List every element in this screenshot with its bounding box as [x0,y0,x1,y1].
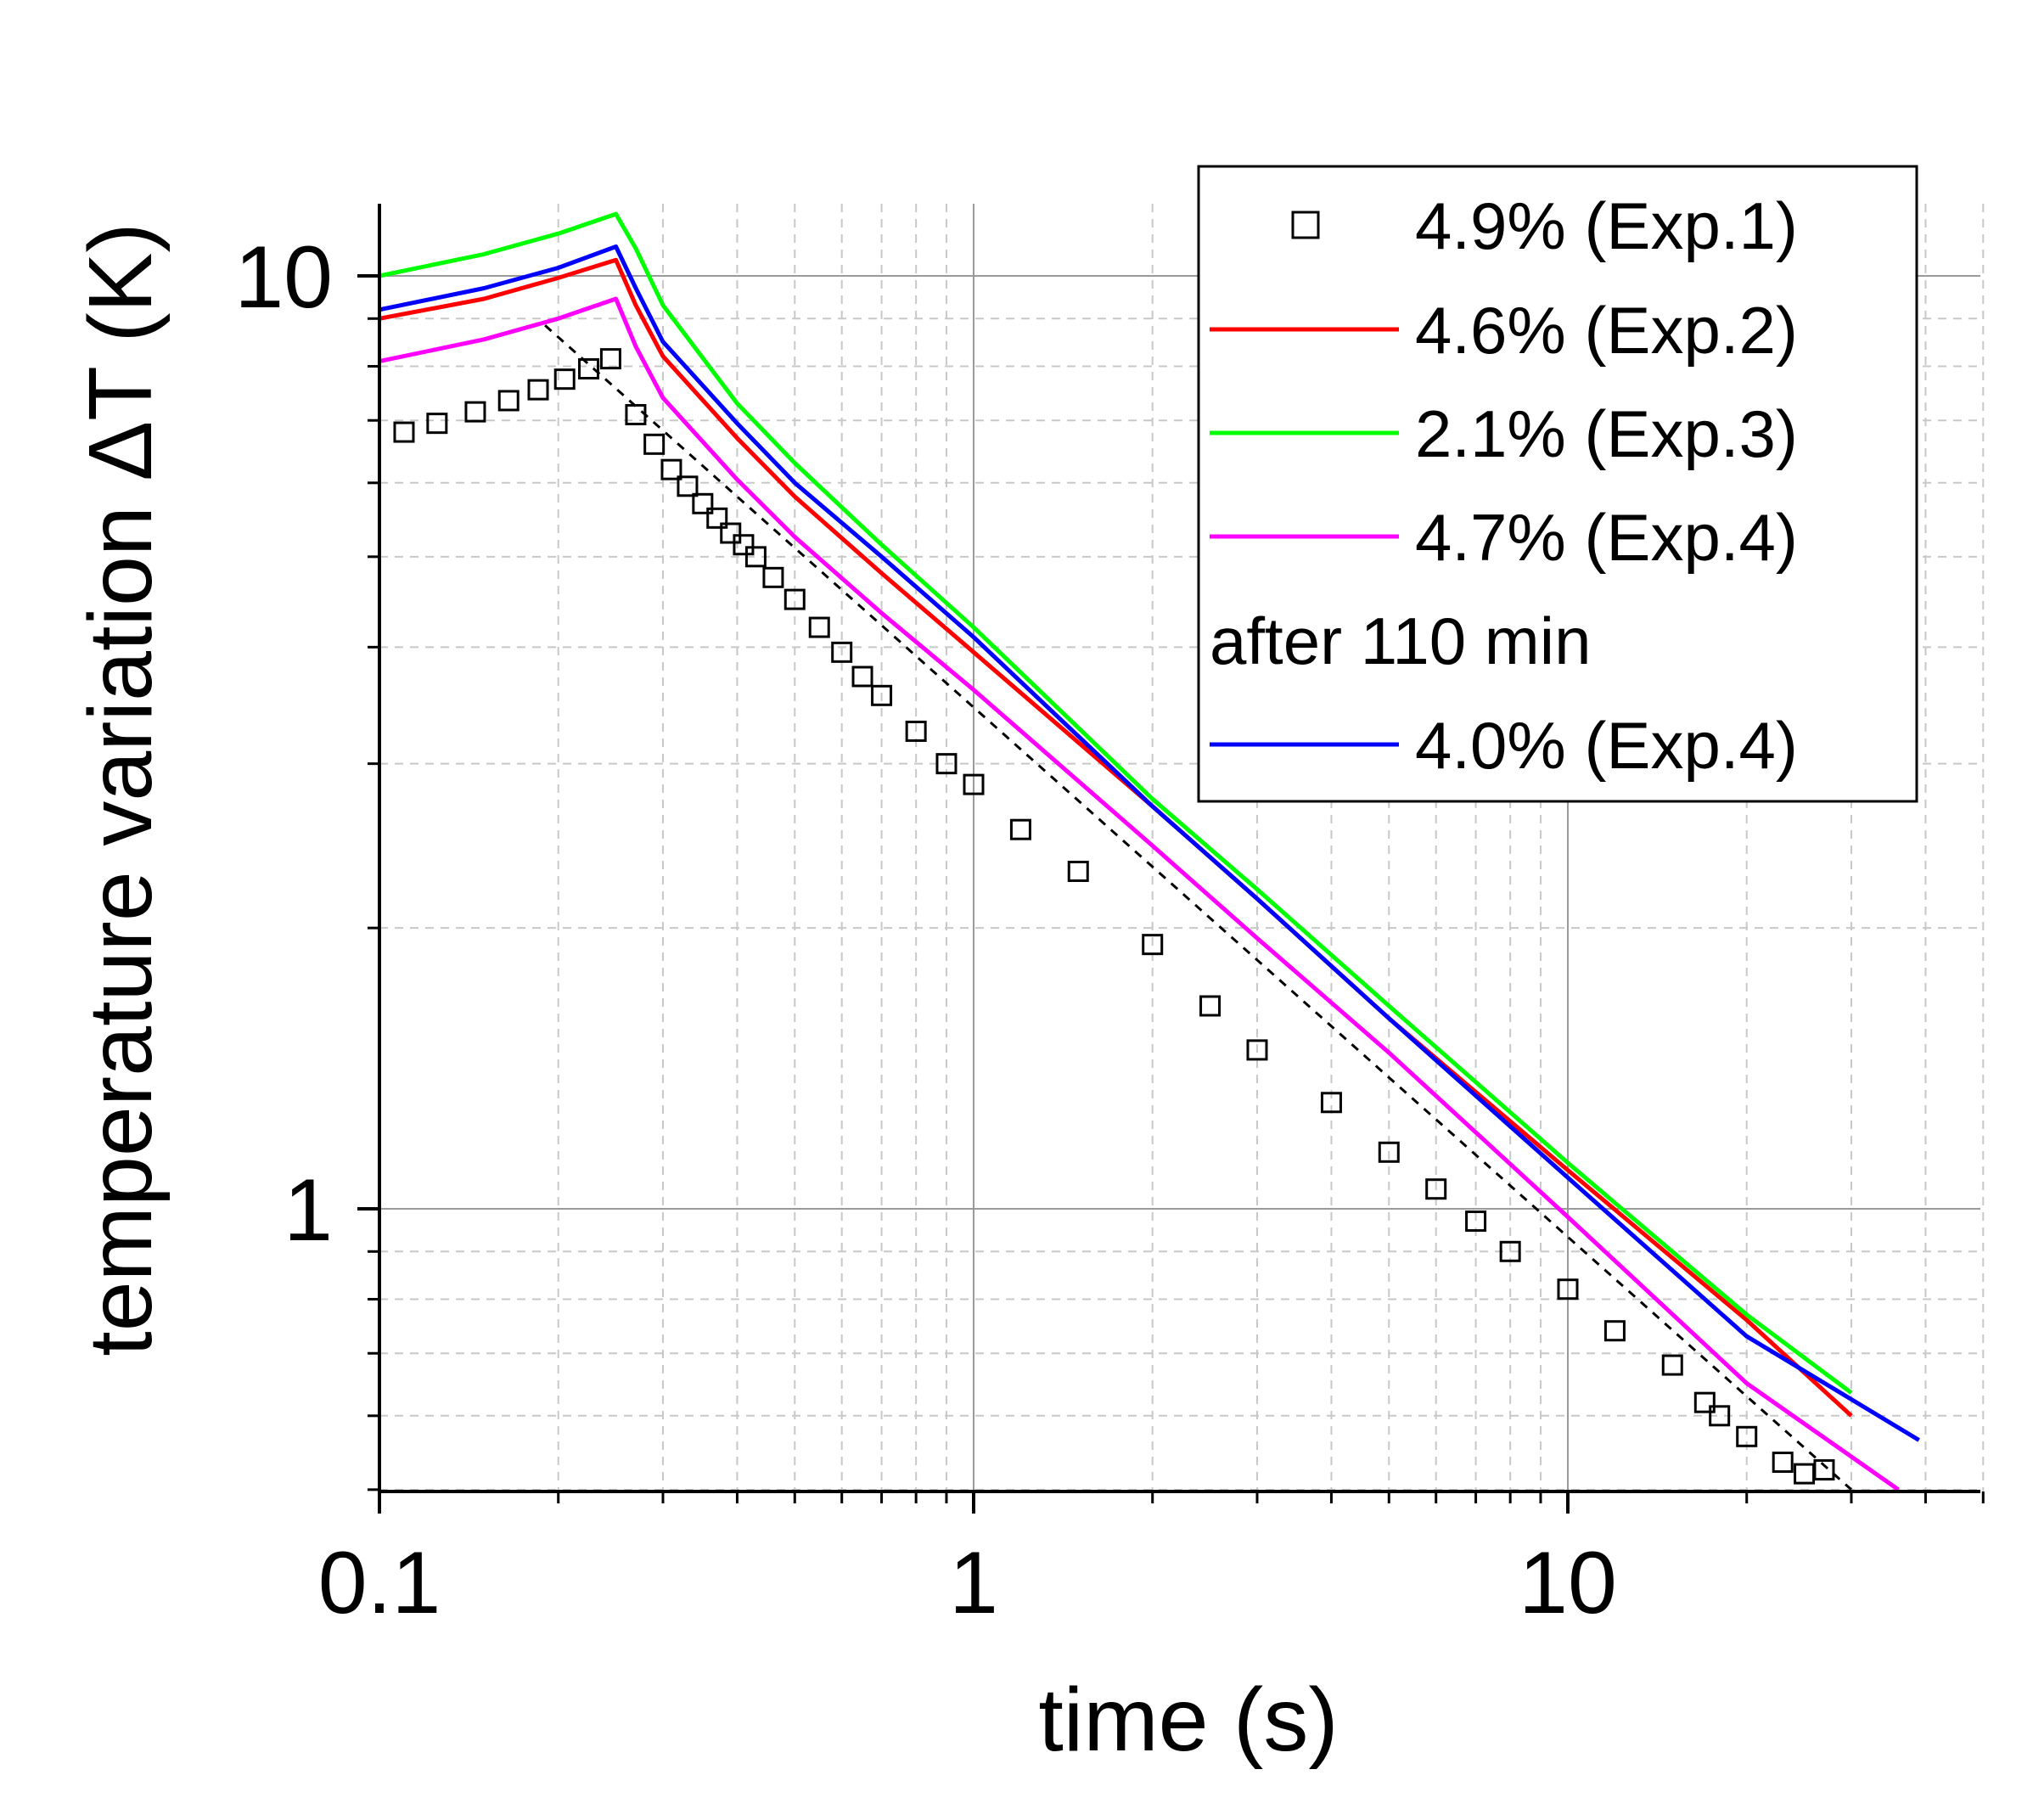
data-point-marker [733,534,755,556]
data-point-marker [1603,1320,1626,1342]
legend-entry-label: 4.7% (Exp.4) [1415,500,1798,575]
data-point-marker [1009,818,1031,840]
series-exp4-line [379,296,1900,1491]
data-point-marker [1813,1459,1835,1481]
data-point-marker [578,357,600,379]
legend: 4.9% (Exp.1) 4.6% (Exp.2) 2.1% (Exp.3) 4.7%… [1197,165,1918,803]
x-tick-label: 0.1 [318,1534,441,1632]
legend-marker-square [1291,211,1320,239]
legend-entry-label: 4.9% (Exp.1) [1415,188,1798,263]
data-point-marker [553,368,576,390]
series-exp1-markers [393,348,1835,1485]
series-exp3-line [379,211,1853,1395]
data-point-marker [963,773,985,795]
legend-entry-label: 4.6% (Exp.2) [1415,293,1798,368]
data-point-marker [831,641,853,663]
legend-note: after 110 min [1210,604,1591,678]
data-point-marker [905,720,927,742]
legend-entry-label: 4.0% (Exp.4) [1415,708,1798,783]
y-tick-label: 1 [284,1161,333,1260]
data-point-marker [599,348,621,370]
data-point-marker [783,588,806,610]
data-point-marker [706,507,728,529]
data-point-marker [1499,1240,1521,1262]
data-point-marker [1425,1178,1447,1200]
data-point-marker [1378,1141,1400,1163]
plot-series [379,211,1920,1491]
data-point-marker [1246,1039,1268,1061]
data-point-marker [808,616,830,638]
series-exp4-110min-line [379,244,1920,1442]
data-point-marker [426,413,448,435]
data-point-marker [464,401,486,423]
data-point-marker [851,666,873,688]
data-point-marker [660,458,682,480]
data-point-marker [762,566,784,588]
axes [357,204,1985,1514]
y-tick-label: 10 [234,228,333,327]
data-point-marker [692,492,714,514]
data-point-marker [1736,1425,1758,1447]
data-point-marker [527,379,549,401]
data-point-marker [720,522,742,544]
data-point-marker [1199,995,1221,1017]
tick-labels: 0.1 1 10 1 10 [234,228,1617,1632]
legend-box [1197,165,1918,803]
series-exp2-line [379,257,1853,1418]
data-point-marker [871,684,893,706]
data-point-marker [1709,1405,1731,1427]
y-axis-title: temperature variation ΔT (K) [70,222,171,1356]
x-axis-title: time (s) [1038,1670,1338,1770]
data-point-marker [744,546,767,568]
series-fit-line [544,324,1852,1491]
data-point-marker [497,390,519,412]
legend-entry-label: 2.1% (Exp.3) [1415,396,1798,471]
x-tick-label: 10 [1519,1534,1617,1632]
data-point-marker [1557,1278,1579,1300]
data-point-marker [643,433,665,455]
data-point-marker [1794,1463,1816,1485]
data-point-marker [1142,934,1164,956]
data-point-marker [1465,1211,1487,1233]
data-point-marker [1661,1354,1683,1376]
data-point-marker [935,753,958,775]
data-point-marker [677,475,699,497]
data-point-marker [1067,860,1089,882]
data-point-marker [393,421,415,443]
data-point-marker [1320,1092,1342,1114]
x-tick-label: 1 [949,1534,998,1632]
data-point-marker [1693,1391,1716,1413]
data-point-marker [1772,1452,1794,1474]
